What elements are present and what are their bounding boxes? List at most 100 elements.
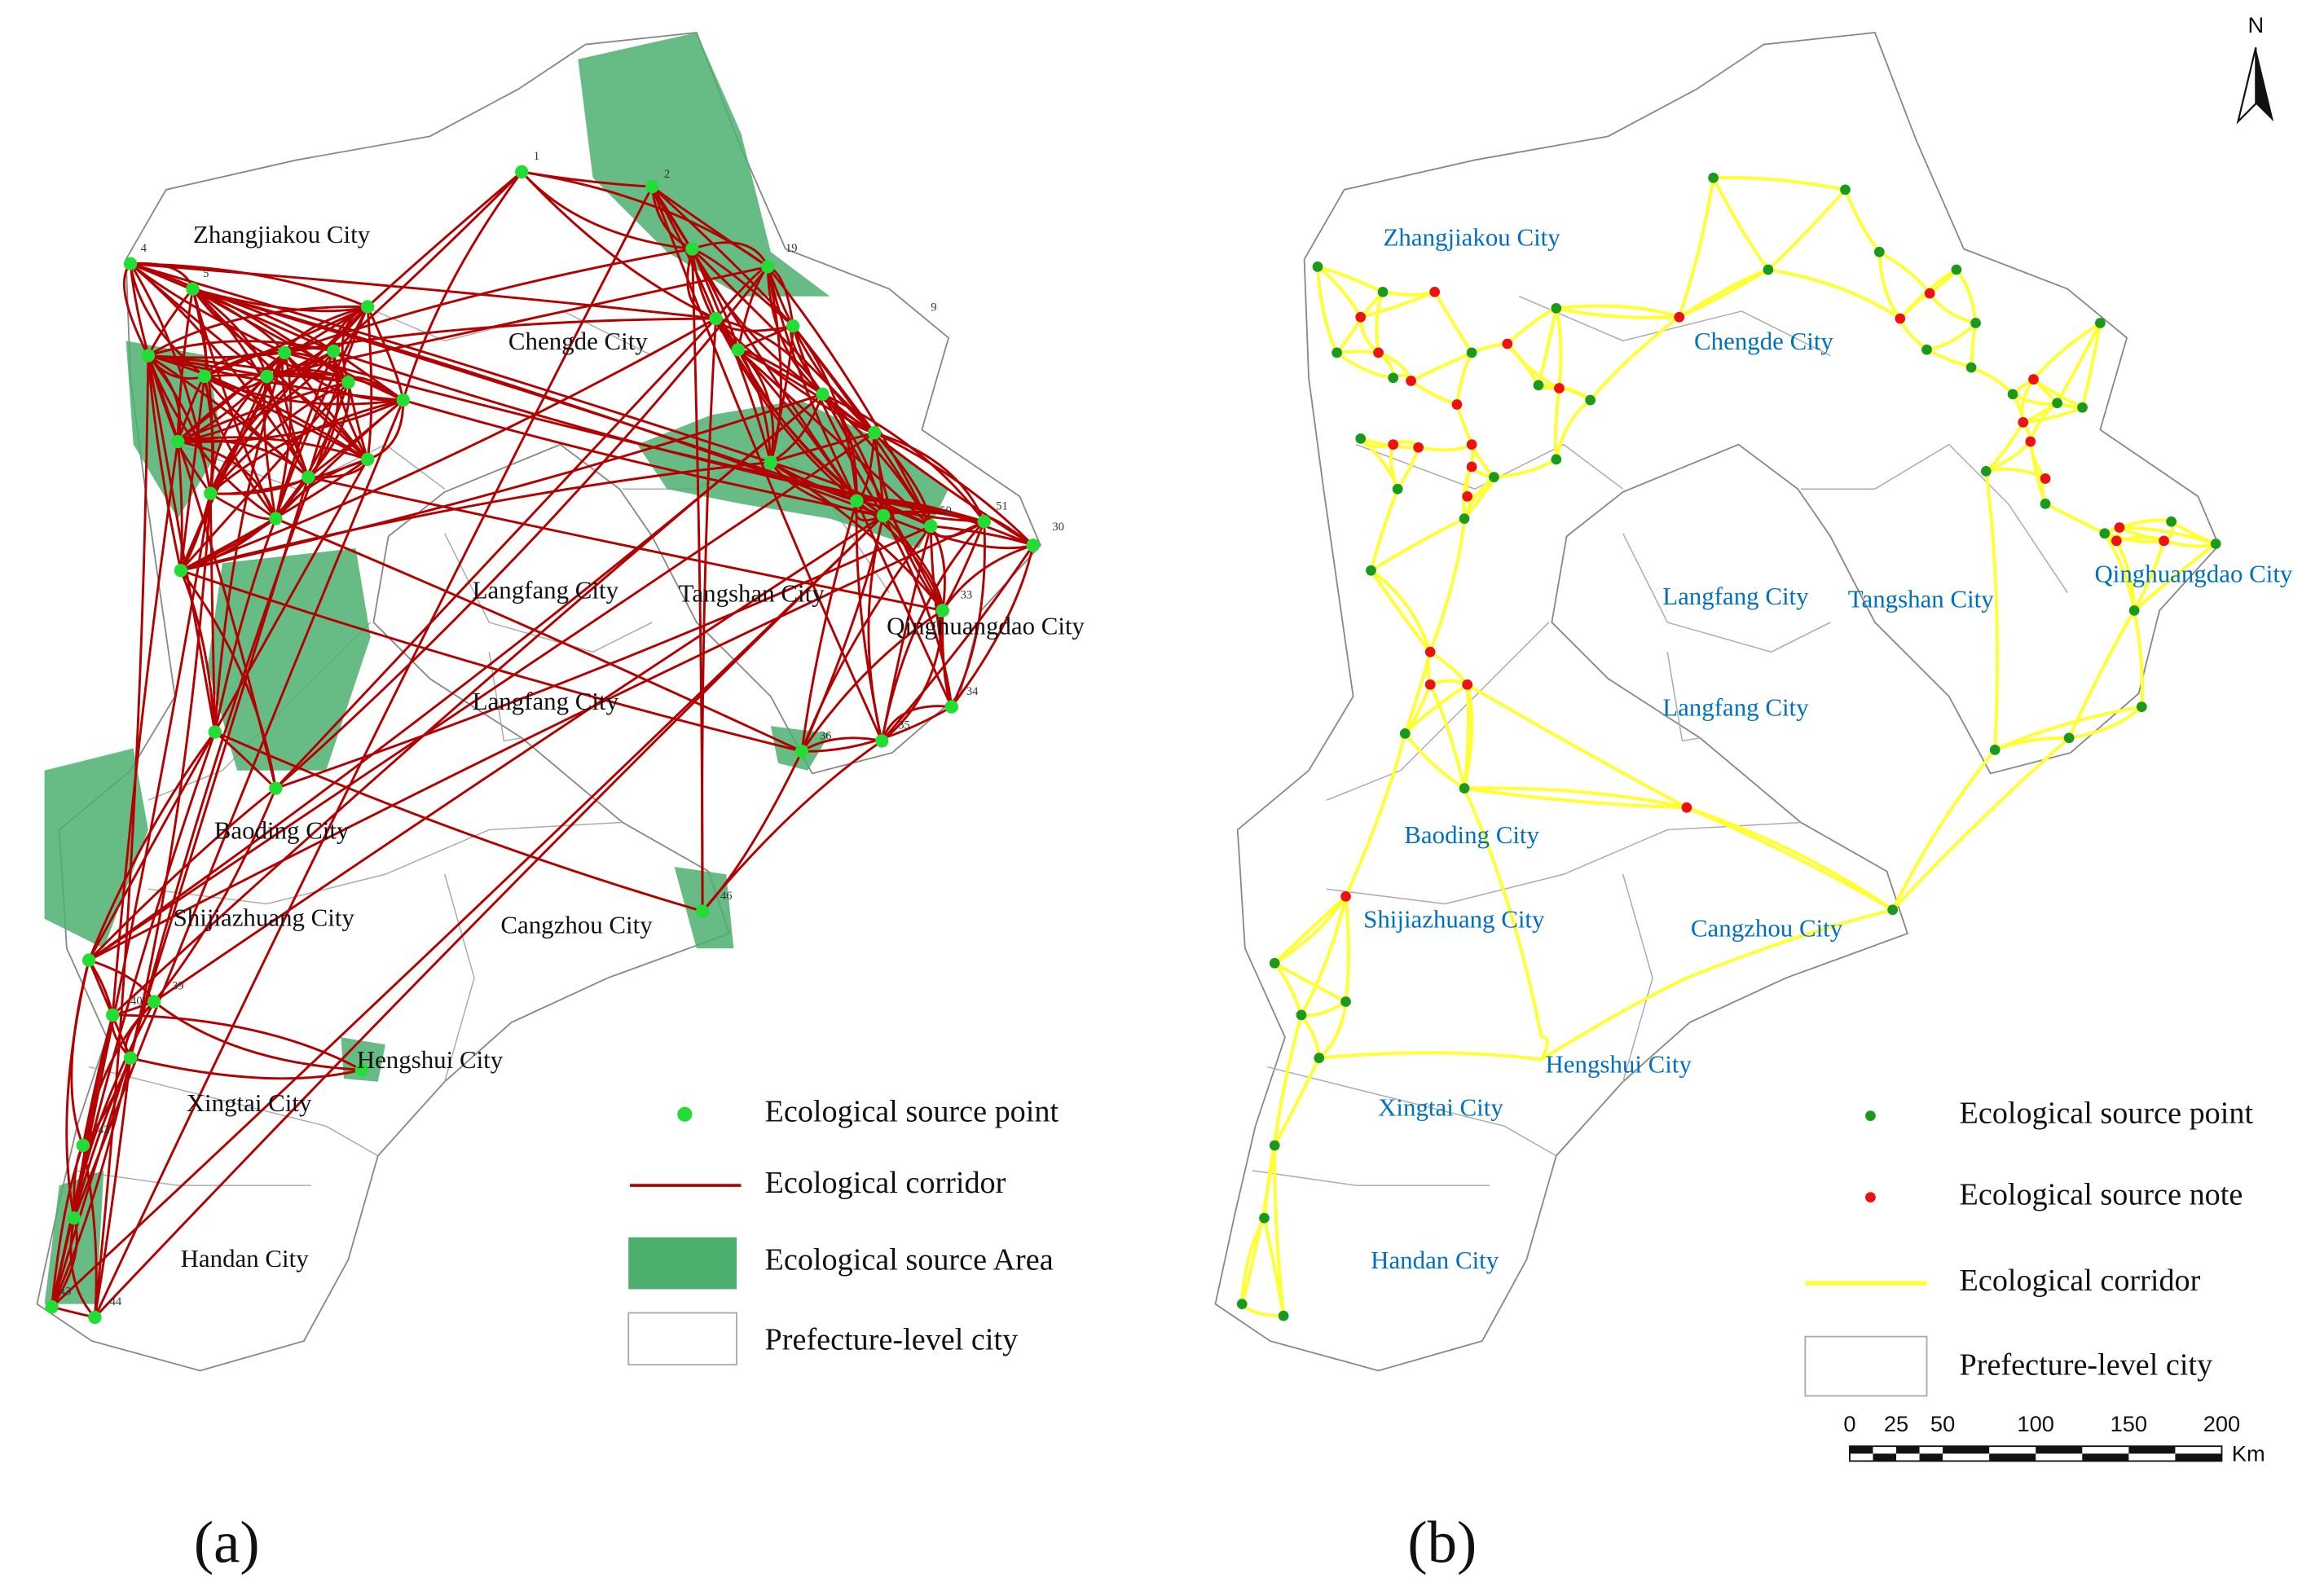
corridor (1403, 651, 1433, 734)
corridor (51, 1014, 114, 1308)
corridor (284, 248, 693, 354)
corridor (1686, 806, 1894, 912)
corridor (770, 461, 931, 527)
corridor (1553, 388, 1561, 459)
scale-tick-label: 200 (2203, 1411, 2241, 1436)
city-label: Tangshan City (1848, 585, 1995, 613)
source-node (1502, 338, 1513, 349)
source-point (269, 512, 283, 525)
source-node (1429, 286, 1441, 297)
corridor (1370, 517, 1465, 572)
corridor (770, 393, 824, 464)
corridor (770, 461, 944, 612)
corridor (73, 1057, 132, 1219)
source-node (1406, 376, 1416, 386)
corridor (112, 1013, 363, 1071)
source-point (106, 1008, 120, 1022)
corridor (1678, 268, 1769, 319)
point-label: 30 (1052, 521, 1064, 534)
source-point (1585, 394, 1596, 406)
corridor (1273, 1014, 1303, 1146)
corridor (274, 350, 335, 519)
scale-segment (1943, 1446, 1990, 1454)
source-point (174, 564, 188, 578)
corridor (2080, 323, 2102, 408)
source-point (1980, 466, 1992, 477)
corridor (180, 458, 368, 572)
source-point (1355, 433, 1367, 444)
corridor (51, 1217, 78, 1308)
corridor (1843, 189, 1881, 253)
source-point (123, 1051, 138, 1065)
city-boundary (1622, 533, 1831, 653)
city-boundary (1356, 443, 1624, 490)
north-arrow (2236, 46, 2257, 125)
source-point (1236, 1299, 1248, 1309)
corridor (1300, 895, 1348, 1016)
source-point (302, 470, 315, 484)
source-node (1413, 442, 1424, 453)
scale-segment (1873, 1453, 1897, 1462)
corridor (801, 736, 883, 753)
source-point (45, 1300, 59, 1314)
source-point (1377, 286, 1389, 297)
source-point (208, 725, 222, 739)
corridor (1370, 569, 1433, 653)
corridor (177, 351, 286, 443)
source-node (2040, 473, 2051, 484)
source-point (360, 452, 375, 467)
source-point (2210, 539, 2221, 549)
point-label: 34 (966, 685, 979, 698)
corridor (176, 288, 194, 442)
source-node (1451, 399, 1463, 410)
source-node (1340, 891, 1351, 902)
corridor (88, 431, 875, 961)
corridor (130, 262, 772, 464)
corridor (213, 518, 277, 732)
source-point (278, 345, 292, 360)
source-point (850, 494, 864, 508)
legend-symbol (1865, 1110, 1876, 1121)
panel-label: (b) (1407, 1509, 1477, 1575)
corridor (275, 517, 803, 753)
corridor (262, 376, 277, 519)
source-point (2052, 398, 2062, 409)
scale-tick-label: 50 (1930, 1411, 1955, 1436)
corridor (147, 355, 277, 520)
city-boundary (1326, 821, 1801, 905)
corridor (1428, 518, 1467, 653)
city-label: Xingtai City (1378, 1092, 1503, 1121)
source-point (977, 515, 991, 529)
city-boundary (88, 1066, 379, 1157)
corridor (209, 493, 217, 732)
corridor (1767, 188, 1846, 271)
corridor (275, 458, 368, 520)
scale-segment (1896, 1446, 1920, 1454)
source-point (1763, 264, 1774, 275)
source-point (876, 508, 891, 523)
city-boundary (444, 533, 653, 653)
corridor (93, 355, 150, 1318)
corridor (882, 514, 944, 611)
corridor (1274, 895, 1348, 965)
source-node (1462, 490, 1473, 502)
corridor (800, 609, 944, 752)
corridor (147, 354, 212, 494)
corridor (403, 398, 884, 517)
city-label: Xingtai City (187, 1088, 312, 1117)
source-point (2007, 389, 2018, 400)
corridor (284, 306, 368, 354)
city-label: Handan City (1371, 1246, 1499, 1274)
panel-label: (a) (194, 1509, 260, 1575)
source-point (396, 393, 410, 407)
corridor (1403, 683, 1468, 735)
corridor (112, 393, 824, 1016)
corridor (69, 1217, 96, 1318)
corridor (51, 1057, 132, 1308)
corridor (203, 376, 277, 520)
city-label: Langfang City (473, 687, 619, 715)
corridor (2068, 706, 2143, 740)
source-point (81, 953, 96, 967)
corridor (791, 325, 885, 517)
corridor (766, 266, 876, 434)
